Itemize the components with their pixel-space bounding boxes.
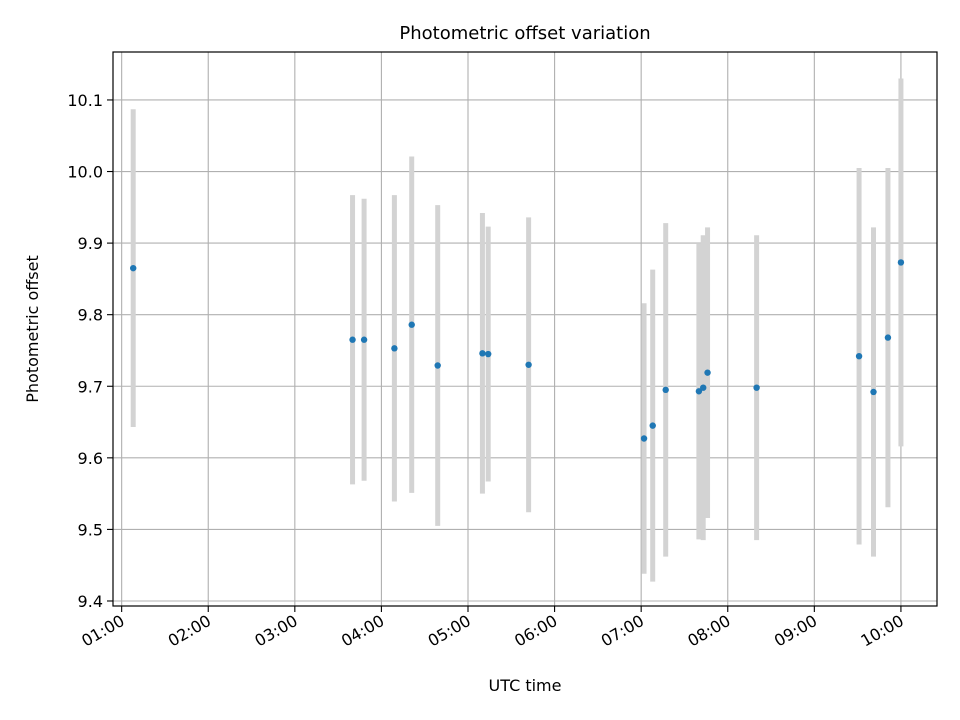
data-point — [130, 264, 137, 272]
error-bars — [130, 78, 904, 582]
y-axis-title: Photometric offset — [23, 255, 42, 403]
data-point — [408, 321, 415, 328]
y-tick-label: 9.7 — [78, 377, 103, 396]
plot-frame — [112, 51, 938, 607]
x-tick-label: 09:00 — [771, 611, 820, 651]
x-tick-label: 07:00 — [598, 611, 647, 651]
data-point — [884, 334, 892, 341]
x-tick-label: 04:00 — [338, 611, 387, 651]
data-point — [855, 352, 863, 360]
x-tick-label: 10:00 — [857, 611, 906, 651]
data-point — [479, 350, 486, 357]
y-tick-label: 9.4 — [78, 592, 103, 611]
data-point — [360, 336, 368, 343]
data-point — [349, 336, 356, 343]
data-point — [753, 384, 760, 391]
y-tick-label: 9.9 — [78, 234, 103, 253]
data-point — [700, 384, 707, 391]
y-tick-label: 9.6 — [78, 449, 103, 468]
data-point — [649, 422, 656, 429]
data-point — [662, 386, 669, 394]
data-point — [525, 361, 532, 368]
y-tick-label: 10.1 — [67, 91, 103, 110]
y-tick-label: 9.5 — [78, 520, 103, 539]
x-axis-title: UTC time — [489, 676, 562, 695]
x-tick-label: 08:00 — [684, 611, 733, 651]
data-point — [695, 388, 703, 395]
x-tick-label: 02:00 — [165, 611, 214, 651]
x-tick-label: 03:00 — [251, 611, 300, 651]
x-tick-label: 01:00 — [78, 611, 127, 651]
x-tick-label: 06:00 — [511, 611, 560, 651]
data-point — [434, 362, 441, 369]
data-point — [870, 388, 877, 396]
chart-title: Photometric offset variation — [399, 23, 650, 44]
x-tick-label: 05:00 — [425, 611, 474, 651]
y-tick-label: 10.0 — [67, 163, 103, 182]
data-point — [640, 435, 648, 442]
data-points — [130, 259, 905, 442]
data-point — [485, 350, 492, 358]
grid — [113, 52, 937, 606]
y-tick-label: 9.8 — [78, 306, 103, 325]
data-point — [897, 259, 905, 266]
data-point — [391, 345, 398, 352]
data-point — [704, 369, 711, 376]
